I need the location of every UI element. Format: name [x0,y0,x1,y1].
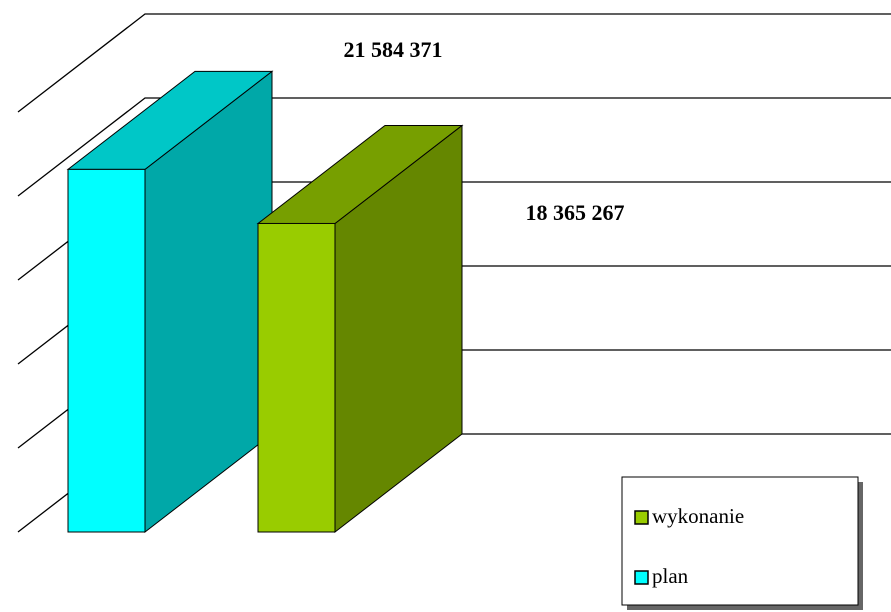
legend: plan wykonanie [621,476,863,610]
legend-label: wykonanie [652,504,744,528]
grid-line [17,97,891,197]
grid-line [17,13,891,113]
value-label: 18 365 267 [526,200,625,225]
legend-swatch [634,510,649,525]
legend-box [621,476,859,606]
bar [67,168,146,533]
bar [257,222,336,533]
legend-swatch [634,570,649,585]
legend-label: plan [652,564,689,588]
value-label: 21 584 371 [344,37,443,62]
